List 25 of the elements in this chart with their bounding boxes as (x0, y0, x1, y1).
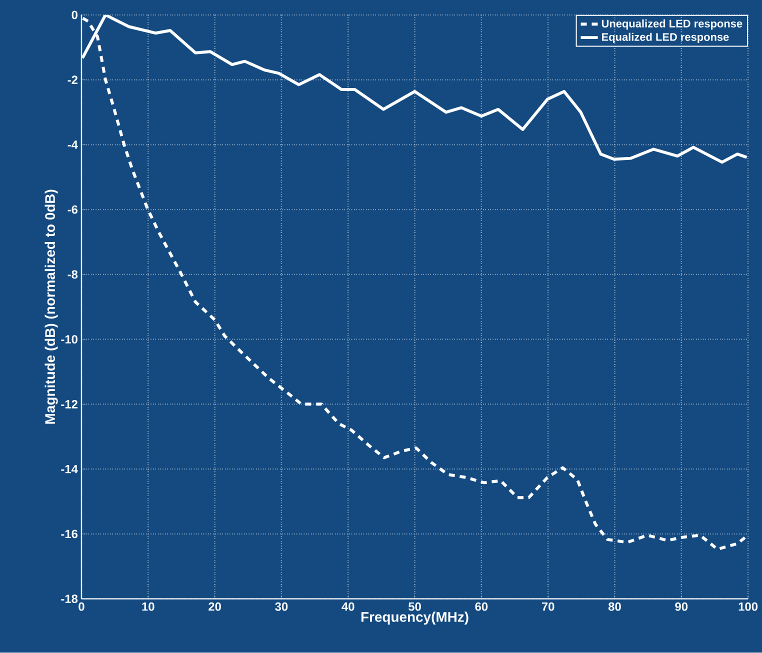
y-tick-label: -18 (61, 594, 78, 604)
x-axis-title: Frequency(MHz) (361, 612, 468, 625)
x-tick-label: 10 (142, 602, 154, 611)
x-tick-label: 30 (275, 602, 288, 612)
x-tick-label: 90 (675, 602, 688, 611)
y-tick-label: -12 (61, 400, 78, 409)
y-axis-title: Magnitude (dB) (normalized to 0dB) (44, 190, 58, 424)
legend-label: Equalized LED response (602, 33, 729, 44)
legend-label: Unequalized LED response (602, 20, 742, 30)
x-tick-label: 40 (342, 602, 354, 611)
y-tick-label: -8 (68, 270, 78, 279)
x-tick-label: 20 (208, 602, 221, 611)
y-tick-label: -2 (68, 76, 78, 84)
x-tick-label: 60 (475, 602, 488, 611)
y-tick-label: -16 (61, 530, 78, 538)
x-tick-label: 70 (542, 602, 554, 611)
x-tick-label: 100 (738, 602, 758, 611)
y-tick-label: -10 (61, 335, 78, 344)
y-tick-label: 0 (72, 10, 78, 20)
x-tick-label: 0 (78, 602, 84, 611)
x-tick-label: 50 (408, 602, 421, 611)
y-tick-label: -14 (61, 465, 78, 474)
x-tick-label: 80 (608, 602, 621, 611)
y-tick-label: -6 (68, 206, 78, 214)
y-tick-label: -4 (68, 140, 78, 149)
